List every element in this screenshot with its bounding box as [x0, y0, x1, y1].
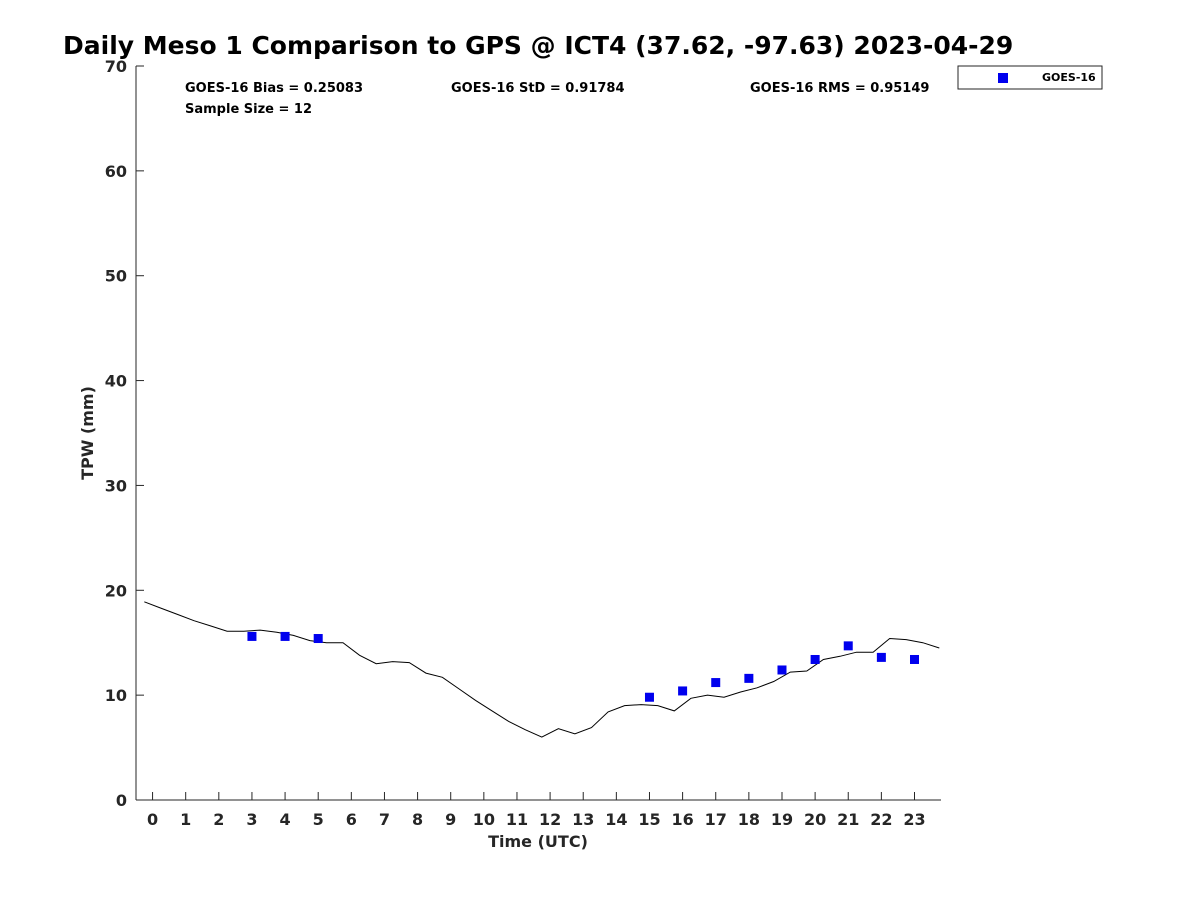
stat-bias: GOES-16 Bias = 0.25083 — [185, 81, 363, 96]
x-tick-label: 15 — [638, 810, 660, 829]
x-tick-label: 22 — [870, 810, 892, 829]
legend-marker-square — [998, 73, 1008, 83]
goes16-point — [644, 692, 654, 702]
x-tick-label: 6 — [346, 810, 357, 829]
goes16-point — [744, 673, 754, 683]
x-ticks: 0 1 2 3 4 5 6 7 8 9 10 11 12 13 14 15 16 17 18 19 20 21 22 23 — [147, 792, 926, 829]
goes16-point — [280, 631, 290, 641]
x-tick-label: 16 — [671, 810, 693, 829]
y-tick-label: 60 — [105, 162, 127, 181]
x-tick-label: 2 — [213, 810, 224, 829]
x-tick-label: 11 — [506, 810, 528, 829]
stat-sample-size: Sample Size = 12 — [185, 102, 312, 117]
goes16-point-series — [247, 631, 919, 702]
y-tick-label: 70 — [105, 57, 127, 76]
x-tick-label: 23 — [903, 810, 925, 829]
goes16-point — [711, 678, 721, 688]
x-tick-label: 21 — [837, 810, 859, 829]
goes16-point — [810, 654, 820, 664]
goes16-point — [247, 631, 257, 641]
gps-line-series — [144, 601, 940, 738]
chart-title: Daily Meso 1 Comparison to GPS @ ICT4 (3… — [63, 31, 1013, 60]
goes16-point — [777, 665, 787, 675]
goes16-point — [876, 652, 886, 662]
stat-std: GOES-16 StD = 0.91784 — [451, 81, 625, 96]
y-ticks: 0 10 20 30 40 50 60 70 — [105, 57, 144, 810]
x-tick-label: 18 — [738, 810, 760, 829]
x-tick-label: 0 — [147, 810, 158, 829]
y-tick-label: 30 — [105, 476, 127, 495]
x-tick-label: 19 — [771, 810, 793, 829]
x-tick-label: 1 — [180, 810, 191, 829]
y-tick-label: 20 — [105, 581, 127, 600]
x-tick-label: 5 — [313, 810, 324, 829]
stats-annotations: GOES-16 Bias = 0.25083 GOES-16 StD = 0.9… — [185, 81, 929, 117]
y-axis-label: TPW (mm) — [78, 386, 97, 480]
y-tick-label: 10 — [105, 686, 127, 705]
y-tick-label: 40 — [105, 372, 127, 391]
x-tick-label: 13 — [572, 810, 594, 829]
x-tick-label: 4 — [280, 810, 291, 829]
y-tick-label: 50 — [105, 267, 127, 286]
goes16-point — [313, 634, 323, 644]
y-tick-label: 0 — [116, 791, 127, 810]
x-tick-label: 8 — [412, 810, 423, 829]
legend-label-goes16: GOES-16 — [1042, 71, 1096, 84]
stat-rms: GOES-16 RMS = 0.95149 — [750, 81, 929, 96]
x-tick-label: 10 — [473, 810, 495, 829]
gps-tpw-line — [144, 601, 940, 738]
x-tick-label: 17 — [705, 810, 727, 829]
x-tick-label: 20 — [804, 810, 826, 829]
x-tick-label: 14 — [605, 810, 627, 829]
legend-box — [957, 65, 1103, 90]
x-axis-label: Time (UTC) — [488, 832, 588, 851]
x-tick-label: 12 — [539, 810, 561, 829]
goes16-point — [909, 654, 919, 664]
goes16-point — [843, 641, 853, 651]
x-tick-label: 9 — [445, 810, 456, 829]
x-tick-label: 7 — [379, 810, 390, 829]
goes16-point — [678, 686, 688, 696]
legend: GOES-16 — [957, 65, 1103, 90]
x-tick-label: 3 — [246, 810, 257, 829]
